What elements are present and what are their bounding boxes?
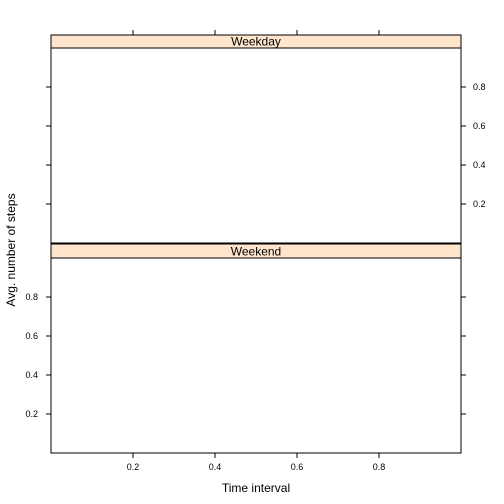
strip-label-weekend: Weekend: [231, 245, 281, 259]
x-axis-title: Time interval: [222, 481, 290, 495]
x-tick-label: 0.2: [127, 462, 140, 472]
y-tick-label: 0.6: [473, 121, 486, 131]
panel-weekday: Weekday 0.2 0.4 0.6 0.8: [46, 34, 486, 244]
plot-frame-weekday: [50, 47, 462, 244]
x-tick-label: 0.8: [373, 462, 386, 472]
y-tick-label: 0.8: [473, 82, 486, 92]
x-tick-label: 0.4: [209, 462, 222, 472]
y-tick-label: 0.4: [25, 370, 38, 380]
y-tick-label: 0.8: [25, 292, 38, 302]
plot-frame-weekend: [50, 257, 462, 454]
y-tick-label: 0.6: [25, 331, 38, 341]
y-tick-label: 0.4: [473, 160, 486, 170]
panel-weekend: Weekend 0.2 0.4 0.6 0.8: [25, 243, 466, 454]
y-axis-title: Avg. number of steps: [4, 193, 18, 306]
y-tick-label: 0.2: [25, 409, 38, 419]
strip-label-weekday: Weekday: [231, 35, 281, 49]
y-tick-label: 0.2: [473, 199, 486, 209]
x-tick-label: 0.6: [291, 462, 304, 472]
